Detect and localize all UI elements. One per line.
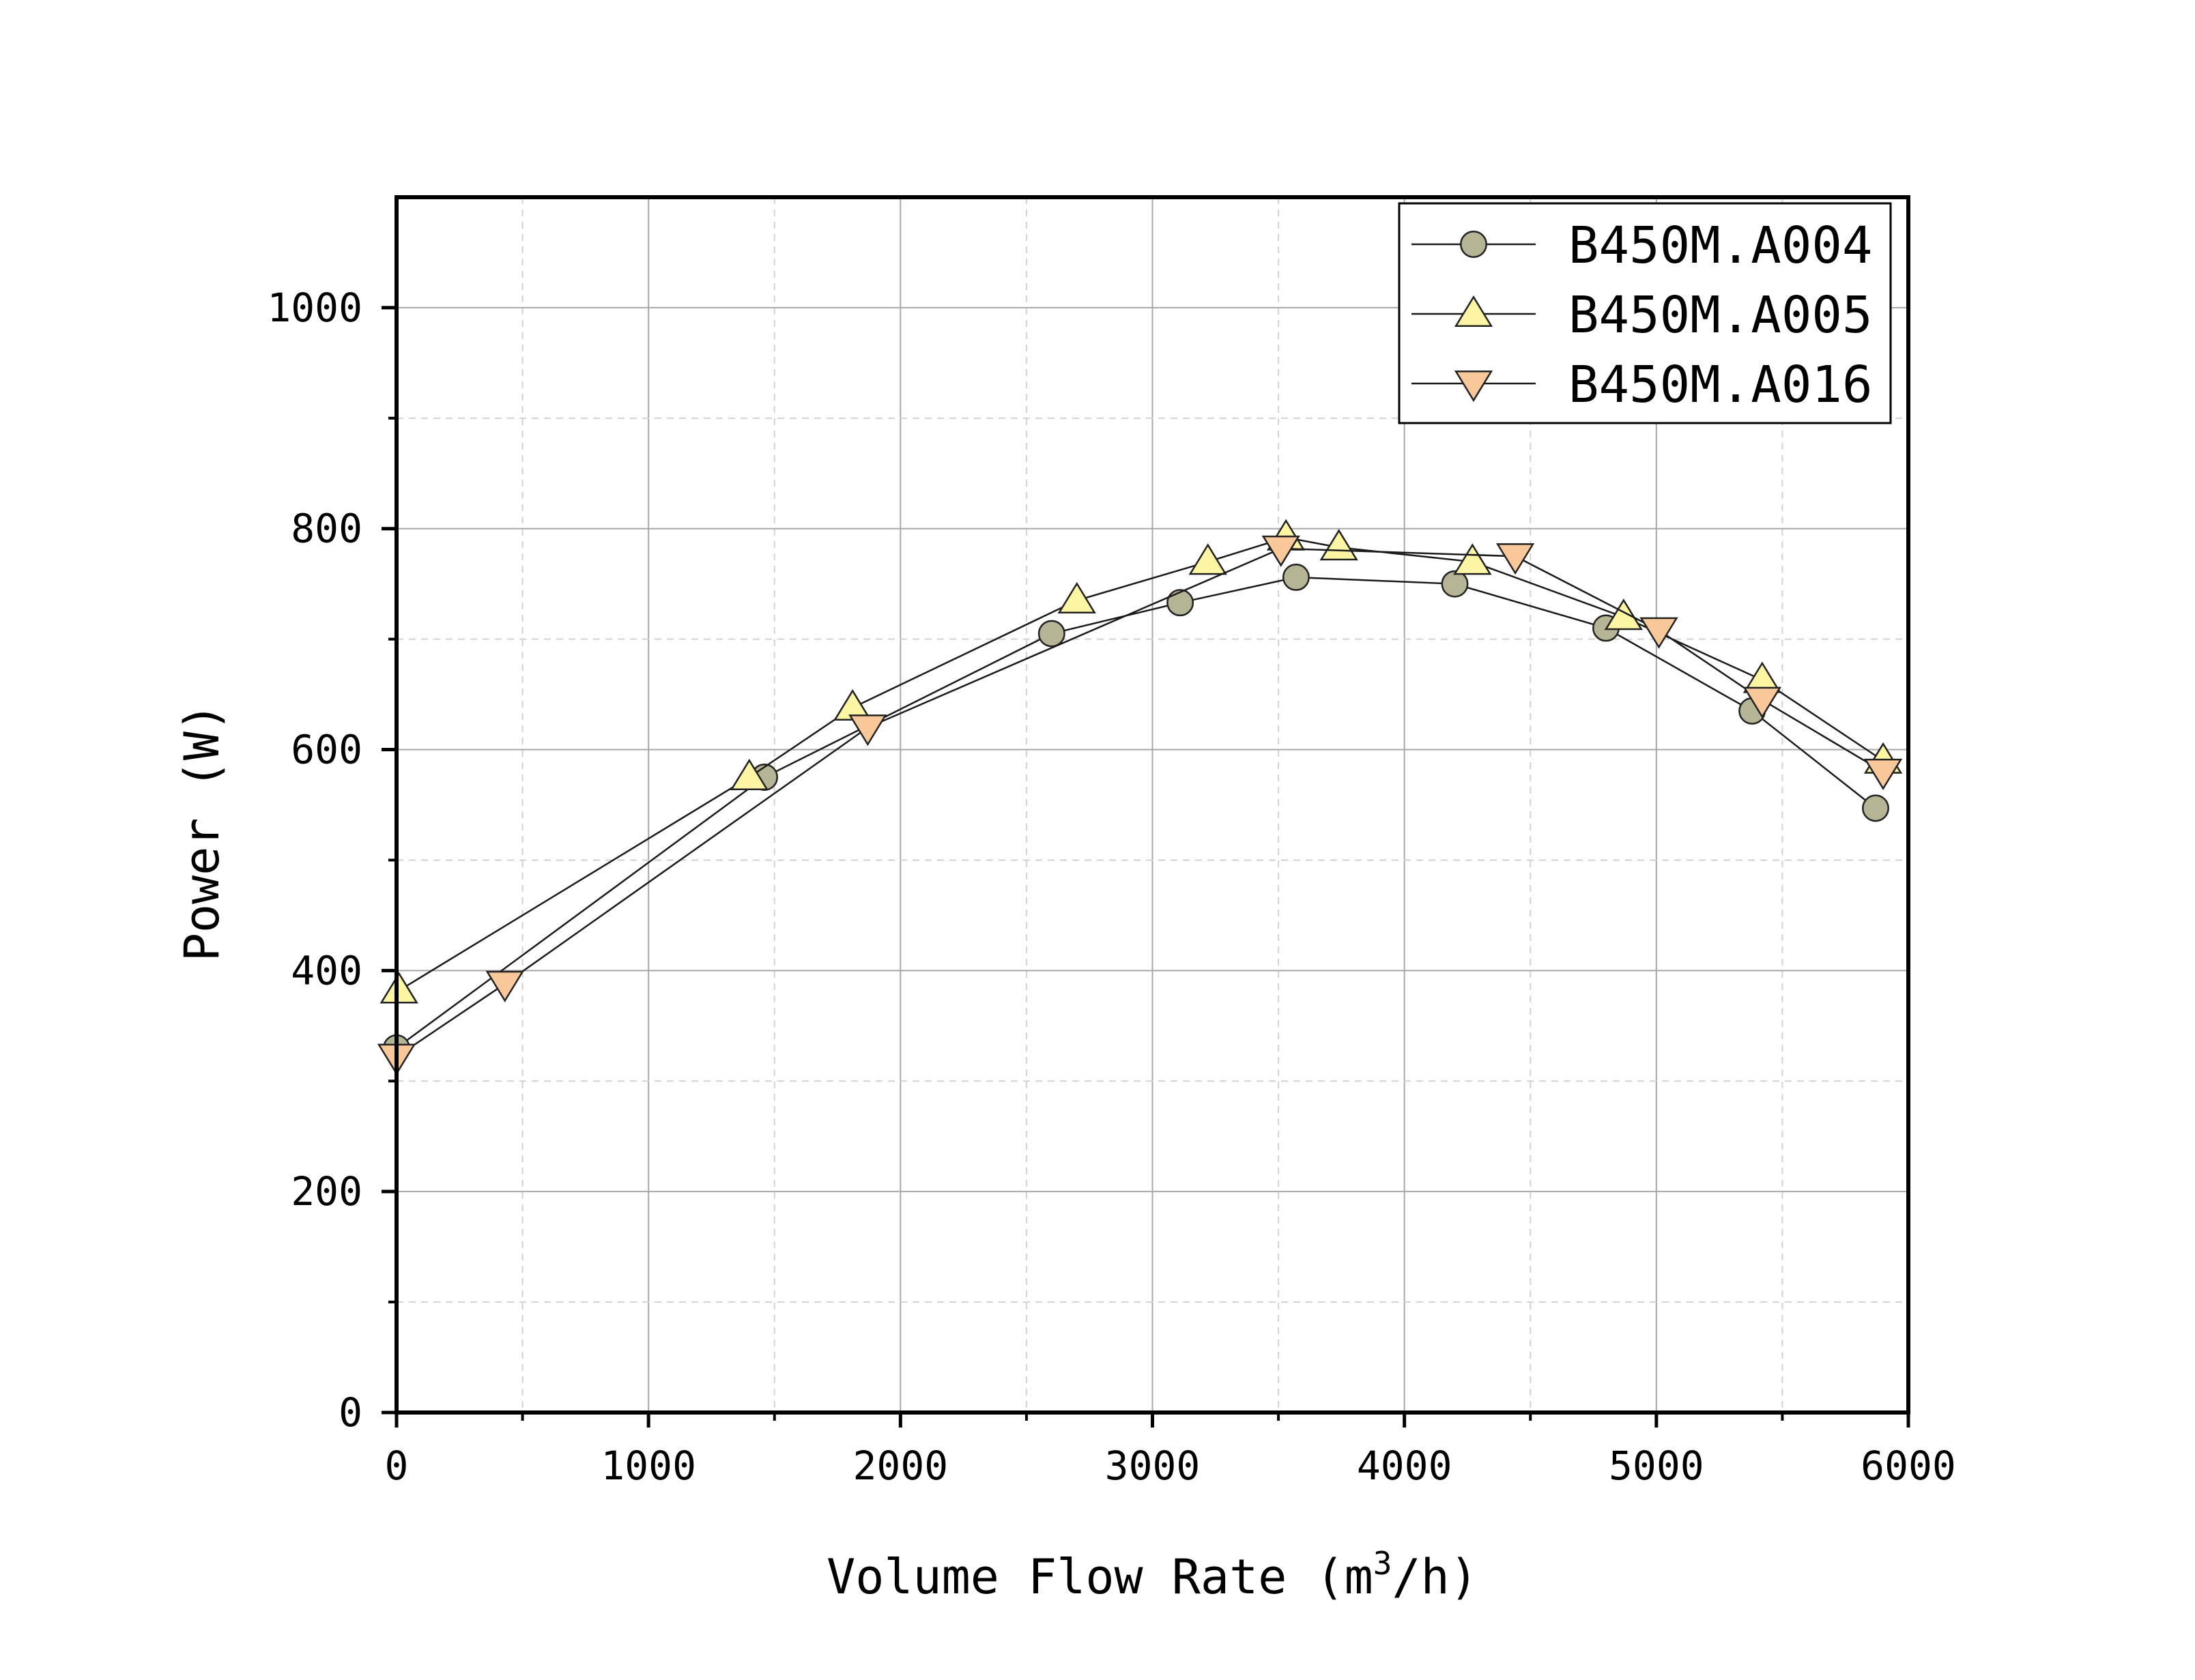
data-point [1188,543,1227,575]
data-point [1495,543,1535,575]
legend-label: B450M.A005 [1568,286,1873,345]
y-axis-title: Power (W) [174,703,230,961]
legend-item: B450M.A004 [1411,216,1873,275]
data-point [1166,589,1194,617]
data-point [1037,620,1065,648]
legend: B450M.A004 B450M.A005 B450M.A016 [1398,202,1892,424]
series-2 [379,519,1903,1004]
legend-item: B450M.A005 [1411,286,1873,345]
data-point [1282,563,1310,591]
series-line [396,576,1876,1049]
x-tick-label: 6000 [1861,1443,1956,1489]
y-tick-label: 400 [291,947,362,994]
legend-label: B450M.A016 [1568,356,1873,414]
data-point [1441,570,1469,598]
x-tick-label: 2000 [852,1443,948,1489]
legend-item: B450M.A016 [1411,356,1873,414]
legend-marker [1460,231,1487,258]
y-tick-label: 800 [291,506,362,552]
data-point [848,714,887,747]
x-tick-label: 3000 [1105,1443,1201,1489]
y-tick-label: 1000 [267,285,362,331]
x-tick-label: 0 [385,1443,409,1489]
data-point [1639,617,1678,649]
series-layer [377,519,1903,1075]
data-point [1453,543,1492,575]
data-point [1261,535,1300,567]
x-tick-label: 1000 [601,1443,696,1489]
data-point [1604,598,1644,631]
data-point [1319,529,1358,561]
series-line [399,536,1884,991]
y-tick-label: 600 [291,727,362,773]
data-point [1742,686,1782,719]
axis-ticks: 0 1000 2000 3000 4000 5000 6000 0 200 400 600 800 10… [267,285,1956,1489]
data-point [730,758,769,791]
legend-marker [1454,295,1493,328]
data-point [1862,794,1889,822]
series-3 [377,535,1903,1075]
data-point [1057,581,1096,614]
data-point [1863,758,1903,791]
x-axis-title: Volume Flow Rate (m3/h) [827,1545,1478,1605]
data-point [485,970,524,1002]
x-tick-label: 4000 [1357,1443,1452,1489]
y-tick-label: 0 [339,1389,362,1436]
legend-label: B450M.A004 [1568,216,1873,275]
legend-marker [1454,370,1493,403]
y-tick-label: 200 [291,1168,362,1215]
x-tick-label: 5000 [1609,1443,1704,1489]
data-point [379,972,418,1004]
